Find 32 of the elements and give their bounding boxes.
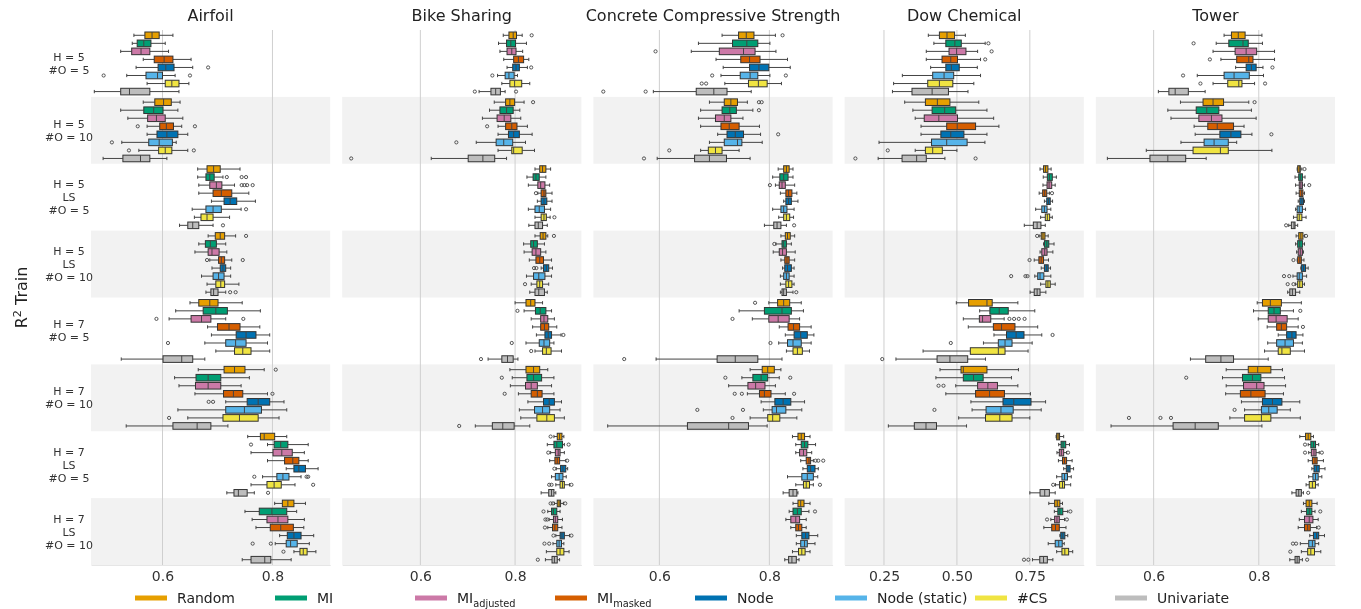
x-tick-label: 0.8 xyxy=(504,567,527,584)
legend-label: MI$_{adjusted}$ xyxy=(457,590,516,609)
y-tick-label: H = 7 #O = 10 xyxy=(44,385,94,412)
x-tick-label: 0.8 xyxy=(1248,567,1271,584)
x-tick-label: 0.75 xyxy=(1014,567,1046,584)
legend-label: Univariate xyxy=(1157,590,1230,606)
x-tick-label: 0.6 xyxy=(648,567,672,584)
y-tick-label: H = 5 #O = 10 xyxy=(44,117,94,144)
y-tick-label: H = 7 LS #O = 10 xyxy=(44,512,94,552)
x-tick-label: 0.6 xyxy=(1143,567,1166,584)
legend-label: MI$_{masked}$ xyxy=(597,590,652,609)
chart-title: Dow Chemical xyxy=(906,6,1022,25)
legend-label: Node (static) xyxy=(877,590,968,606)
y-tick-label: H = 5 LS #O = 10 xyxy=(44,245,94,285)
chart-title: Concrete Compressive Strength xyxy=(585,6,841,25)
legend-label: #CS xyxy=(1017,590,1048,606)
chart-title: Airfoil xyxy=(187,6,234,25)
chart-title: Bike Sharing xyxy=(411,6,513,25)
x-tick-label: 0.50 xyxy=(941,567,973,584)
chart-title: Tower xyxy=(1191,6,1239,25)
legend-label: Random xyxy=(177,590,235,606)
y-tick-label: H = 7 LS #O = 5 xyxy=(48,445,90,485)
x-tick-label: 0.8 xyxy=(758,567,781,584)
y-tick-label: H = 5 LS #O = 5 xyxy=(48,178,90,218)
x-tick-label: 0.25 xyxy=(868,567,901,584)
x-tick-label: 0.6 xyxy=(151,567,175,584)
y-tick-label: H = 7 #O = 5 xyxy=(48,318,90,345)
legend-label: MI xyxy=(317,590,334,606)
x-tick-label: 0.6 xyxy=(409,567,433,584)
legend-label: Node xyxy=(737,590,774,606)
y-tick-label: H = 5 #O = 5 xyxy=(48,50,90,77)
x-tick-label: 0.8 xyxy=(261,567,285,584)
